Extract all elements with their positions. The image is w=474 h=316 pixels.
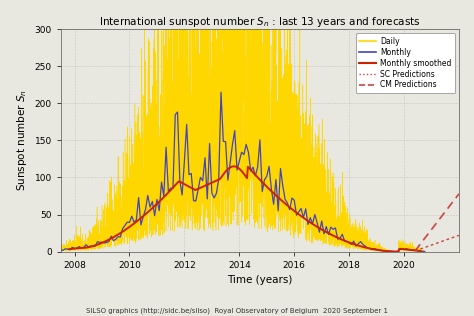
Legend: Daily, Monthly, Monthly smoothed, SC Predictions, CM Predictions: Daily, Monthly, Monthly smoothed, SC Pre… (356, 33, 455, 93)
X-axis label: Time (years): Time (years) (227, 275, 292, 285)
Text: SILSO graphics (http://sidc.be/silso)  Royal Observatory of Belgium  2020 Septem: SILSO graphics (http://sidc.be/silso) Ro… (86, 308, 388, 314)
Y-axis label: Sunspot number $S_n$: Sunspot number $S_n$ (15, 89, 29, 191)
Title: International sunspot number $S_n$ : last 13 years and forecasts: International sunspot number $S_n$ : las… (99, 15, 421, 29)
